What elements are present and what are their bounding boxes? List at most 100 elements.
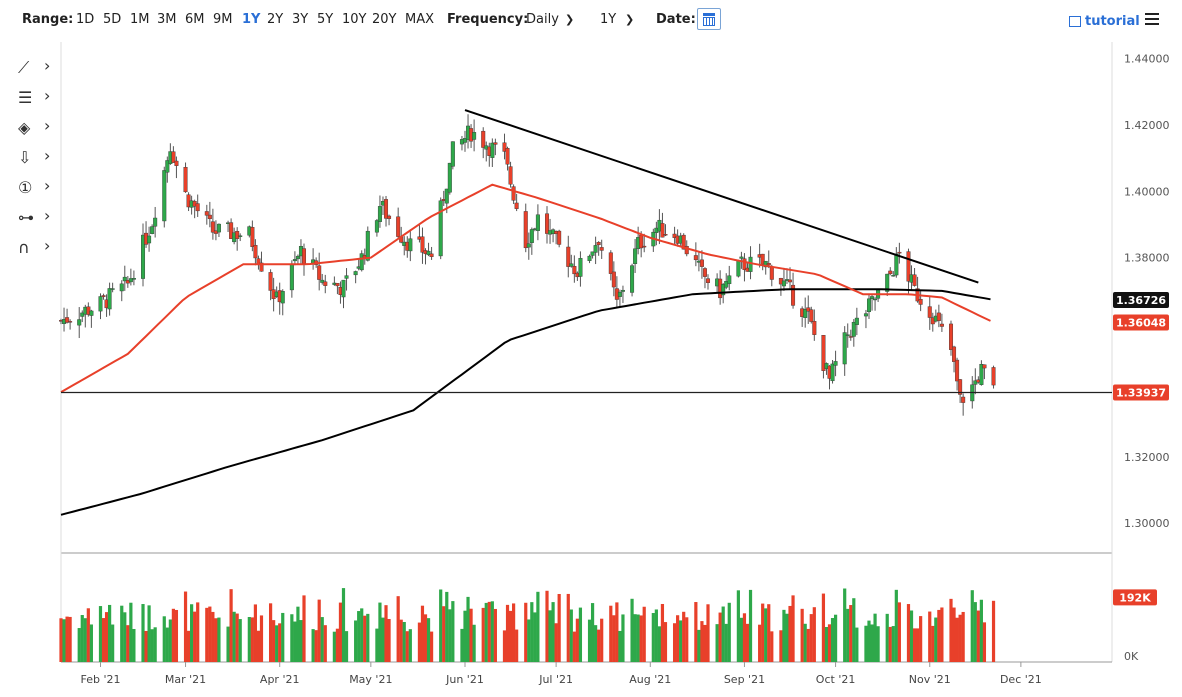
- range-button-10y[interactable]: 10Y: [342, 12, 367, 27]
- candle-body: [80, 312, 85, 317]
- chevron-right-icon[interactable]: ›: [44, 86, 51, 105]
- frequency-select[interactable]: Daily: [526, 12, 559, 27]
- volume-bar: [937, 609, 941, 662]
- volume-bar: [205, 607, 209, 662]
- sma-200-label: 1.36726: [1116, 294, 1166, 307]
- y-tick-label: 1.40000: [1124, 185, 1170, 198]
- candle-body: [420, 236, 425, 253]
- candle-body: [569, 263, 574, 267]
- volume-bar: [366, 613, 370, 662]
- volume-bar: [165, 627, 169, 662]
- volume-bar: [357, 611, 361, 662]
- volume-bar: [208, 606, 212, 662]
- volume-bar: [445, 591, 449, 662]
- chevron-right-icon[interactable]: ›: [44, 146, 51, 165]
- volume-last-bg: [1113, 589, 1157, 606]
- candle-body: [204, 211, 209, 216]
- sma-50-label: 1.36048: [1116, 316, 1166, 329]
- range-button-5y[interactable]: 5Y: [317, 12, 334, 27]
- volume-bar: [217, 617, 221, 662]
- period-select[interactable]: 1Y: [600, 12, 617, 27]
- volume-bar: [609, 605, 613, 662]
- volume-bar: [533, 612, 537, 662]
- chevron-right-icon[interactable]: ›: [44, 236, 51, 255]
- annotation-tool-button[interactable]: ① ›: [16, 176, 56, 200]
- volume-bar: [493, 608, 497, 662]
- volume-bar: [748, 589, 753, 662]
- fib-tool-button[interactable]: ☰ ›: [16, 86, 56, 110]
- volume-bar: [59, 618, 63, 662]
- candle-body: [918, 299, 923, 305]
- line-tool-button[interactable]: ⟋ ›: [16, 56, 56, 80]
- range-button-3y[interactable]: 3Y: [292, 12, 309, 27]
- volume-bar: [830, 618, 835, 662]
- chevron-down-icon[interactable]: ❯: [625, 13, 635, 26]
- arrow-tool-button[interactable]: ⇩ ›: [16, 146, 56, 170]
- volume-bar: [742, 613, 747, 662]
- volume-bar: [590, 603, 595, 662]
- measure-tool-icon: ⊶: [18, 208, 34, 227]
- magnet-tool-button[interactable]: ∩ ›: [16, 236, 56, 260]
- candle-body: [377, 206, 382, 222]
- volume-bar: [268, 603, 273, 662]
- volume-bar: [578, 607, 583, 662]
- volume-bar: [338, 602, 343, 662]
- volume-bar: [912, 628, 917, 662]
- volume-bar: [354, 620, 358, 662]
- range-button-9m[interactable]: 9M: [213, 12, 233, 27]
- sma-50-label-bg: [1113, 314, 1169, 331]
- tutorial-link[interactable]: tutorial: [1085, 14, 1140, 29]
- calendar-icon[interactable]: [697, 8, 721, 30]
- candle-body: [906, 251, 911, 282]
- volume-bar: [111, 624, 115, 662]
- volume-bar: [278, 623, 282, 662]
- trendline[interactable]: [464, 109, 979, 284]
- volume-bar: [232, 611, 236, 662]
- volume-bar: [487, 601, 491, 662]
- volume-bar: [281, 612, 285, 662]
- film-icon[interactable]: [1069, 16, 1081, 27]
- range-button-max[interactable]: MAX: [405, 12, 435, 27]
- volume-bar: [551, 602, 555, 662]
- volume-bar: [408, 629, 412, 662]
- volume-bar: [821, 593, 826, 662]
- range-button-20y[interactable]: 20Y: [372, 12, 397, 27]
- volume-bar: [803, 623, 807, 662]
- volume-bar: [405, 631, 409, 662]
- y-tick-label: 1.38000: [1124, 252, 1170, 265]
- candle-body: [295, 255, 300, 260]
- candle-body: [617, 291, 622, 297]
- range-button-2y[interactable]: 2Y: [267, 12, 284, 27]
- candle-body: [302, 248, 307, 264]
- chevron-right-icon[interactable]: ›: [44, 206, 51, 225]
- candle-body: [110, 288, 115, 290]
- range-button-5d[interactable]: 5D: [103, 12, 122, 27]
- volume-bar: [481, 607, 485, 662]
- volume-bar: [502, 630, 507, 662]
- y-tick-label: 1.42000: [1124, 119, 1170, 132]
- shape-tool-button[interactable]: ◈ ›: [16, 116, 56, 140]
- candle-body: [593, 245, 598, 253]
- volume-bar: [101, 618, 106, 662]
- volume-bar: [508, 610, 513, 662]
- volume-bar: [399, 619, 403, 662]
- range-button-6m[interactable]: 6M: [185, 12, 205, 27]
- range-button-3m[interactable]: 3M: [157, 12, 177, 27]
- candle-body: [769, 266, 774, 280]
- chevron-right-icon[interactable]: ›: [44, 56, 51, 75]
- volume-bar: [293, 621, 297, 662]
- hamburger-menu-icon[interactable]: [1145, 13, 1159, 28]
- range-button-1d[interactable]: 1D: [76, 12, 95, 27]
- range-button-1y[interactable]: 1Y: [242, 12, 261, 27]
- range-button-1m[interactable]: 1M: [130, 12, 150, 27]
- chevron-right-icon[interactable]: ›: [44, 116, 51, 135]
- candle-body: [587, 255, 592, 261]
- candle-body: [89, 310, 94, 316]
- volume-bar: [694, 602, 698, 662]
- chevron-down-icon[interactable]: ❯: [565, 13, 575, 26]
- chevron-right-icon[interactable]: ›: [44, 176, 51, 195]
- volume-bar: [511, 603, 516, 662]
- candle-body: [781, 280, 786, 287]
- measure-tool-button[interactable]: ⊶ ›: [16, 206, 56, 230]
